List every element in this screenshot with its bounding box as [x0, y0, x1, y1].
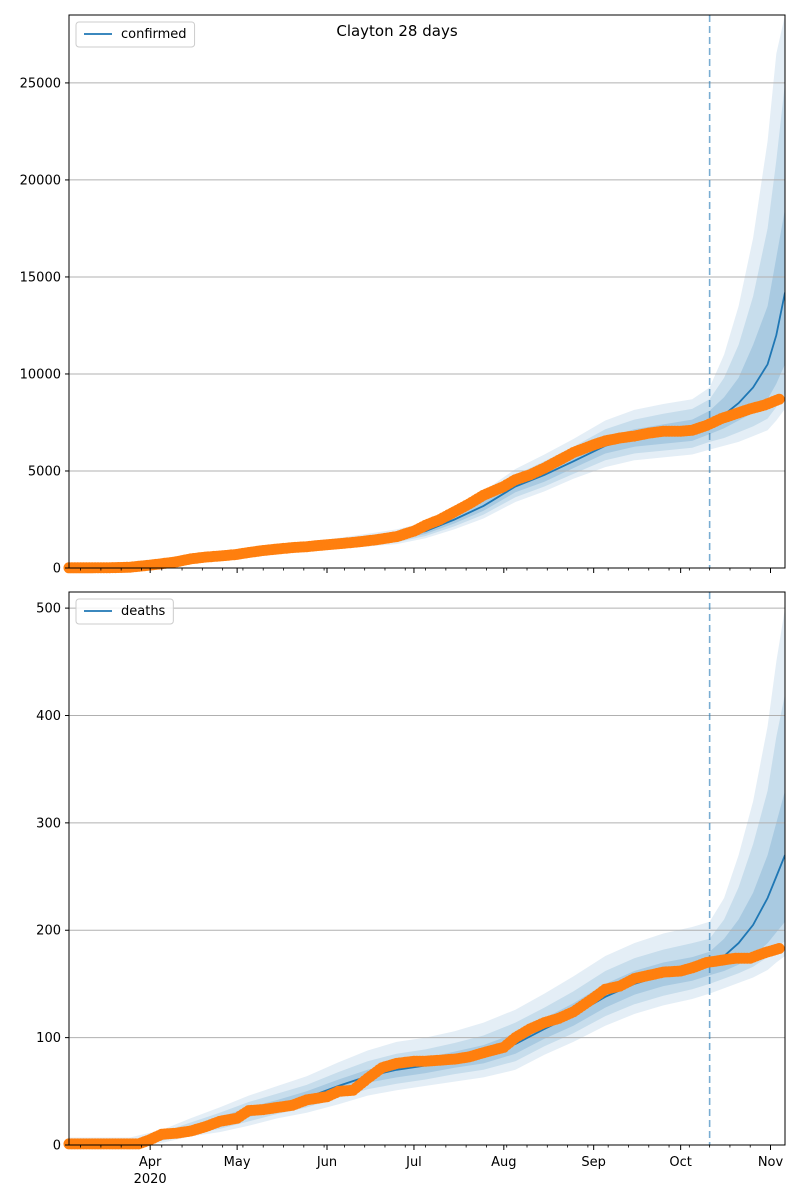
deaths-observed-point [773, 943, 785, 954]
deaths-x-tick-label: Oct [669, 1155, 691, 1170]
confirmed-legend-label: confirmed [121, 27, 187, 42]
confirmed-band-outer [69, 15, 785, 568]
confirmed-axes-frame [68, 14, 786, 569]
deaths-observed-points [63, 943, 785, 1150]
confirmed-legend: confirmed [75, 21, 196, 48]
deaths-legend-box [75, 598, 174, 625]
confirmed-y-axis: 0 5000 10000 15000 20000 25000 [20, 76, 69, 577]
confirmed-y-tick-label: 15000 [20, 270, 61, 285]
deaths-x-tick-label: Jul [405, 1155, 422, 1170]
confirmed-y-tick-label: 10000 [20, 367, 61, 382]
deaths-x-tick-label: Jun [316, 1155, 337, 1170]
confirmed-observed-point [773, 393, 785, 405]
confirmed-band-mid [69, 82, 785, 568]
deaths-frame-rect [68, 591, 786, 1146]
deaths-legend-label: deaths [121, 604, 166, 619]
confirmed-band-inner [69, 209, 785, 568]
deaths-panel: 0 100 200 300 400 500 Apr 2020 May Jun Jul Aug Sep O… [36, 591, 786, 1187]
deaths-x-tick-label: Apr [139, 1155, 162, 1170]
confirmed-y-tick-label: 5000 [28, 464, 61, 479]
confirmed-y-tick-label: 25000 [20, 76, 61, 91]
deaths-forecast-bands [69, 608, 785, 1145]
deaths-x-tick-label: Nov [758, 1155, 784, 1170]
confirmed-y-tick-label: 0 [53, 562, 61, 577]
deaths-y-tick-label: 400 [36, 709, 61, 724]
confirmed-x-axis [80, 568, 772, 573]
confirmed-panel: 0 5000 10000 15000 20000 25000 confirmed [20, 14, 786, 577]
deaths-y-tick-label: 0 [53, 1139, 61, 1154]
confirmed-y-tick-label: 20000 [20, 173, 61, 188]
confirmed-legend-box [75, 21, 196, 48]
confirmed-gridlines [69, 82, 785, 569]
deaths-y-axis: 0 100 200 300 400 500 [36, 602, 69, 1154]
deaths-axes-frame [68, 591, 786, 1146]
deaths-y-tick-label: 500 [36, 602, 61, 617]
deaths-x-tick-label: Aug [491, 1155, 516, 1170]
deaths-y-tick-label: 100 [36, 1031, 61, 1046]
confirmed-frame-rect [68, 14, 786, 569]
deaths-x-tick-label: Sep [581, 1155, 606, 1170]
deaths-band-mid [69, 694, 785, 1145]
deaths-y-tick-label: 300 [36, 816, 61, 831]
deaths-y-tick-label: 200 [36, 924, 61, 939]
confirmed-forecast-bands [69, 15, 785, 568]
deaths-band-outer [69, 608, 785, 1145]
deaths-x-tick-year-label: 2020 [134, 1172, 167, 1187]
deaths-x-tick-label: May [224, 1155, 251, 1170]
deaths-x-axis: Apr 2020 May Jun Jul Aug Sep Oct Nov [80, 1145, 784, 1187]
deaths-legend: deaths [75, 598, 174, 625]
chart-title: Clayton 28 days [336, 22, 457, 40]
